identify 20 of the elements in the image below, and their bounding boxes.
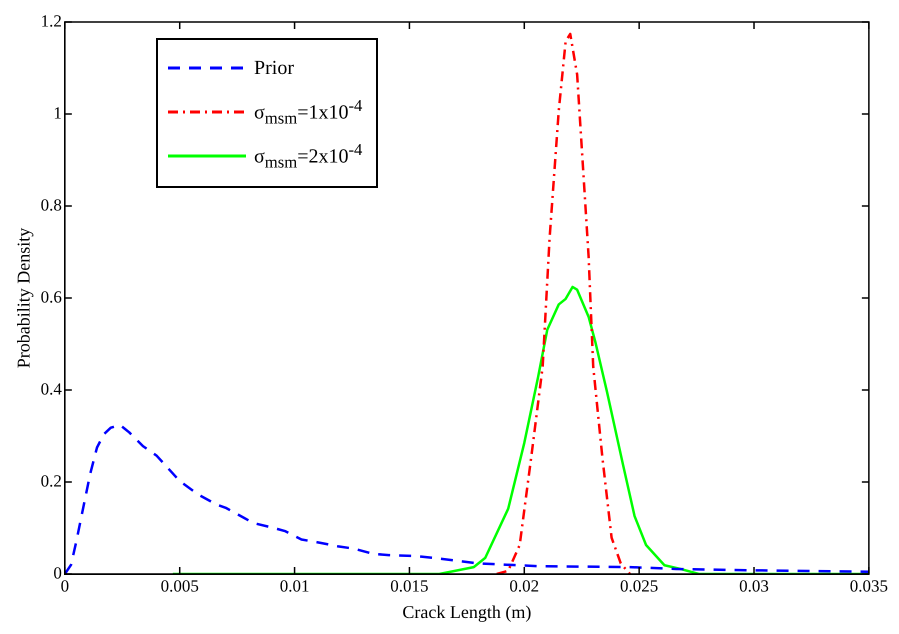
x-tick-label: 0.005	[160, 576, 199, 596]
y-tick-label: 0.8	[40, 195, 62, 214]
legend-label: Prior	[254, 56, 294, 80]
x-tick-label: 0.025	[620, 576, 658, 596]
y-axis-title: Probability Density	[14, 228, 34, 368]
y-tick-label: 0.6	[40, 287, 62, 306]
y-tick-label: 0	[53, 563, 62, 582]
x-tick-label: 0.015	[390, 576, 429, 596]
y-tick-label: 1.2	[40, 11, 62, 30]
legend-label: σ$_{msm}$=1x10$^{-4}$	[254, 96, 362, 128]
y-tick-label: 0.4	[40, 379, 62, 398]
x-axis-title: Crack Length (m)	[402, 602, 532, 622]
x-tick-label: 0.02	[509, 576, 540, 596]
x-tick-label: 0.01	[280, 576, 310, 596]
x-tick-label: 0.035	[850, 576, 888, 596]
legend-label: σ$_{msm}$=2x10$^{-4}$	[254, 140, 362, 172]
x-tick-label: 0.03	[739, 576, 769, 596]
y-tick-label: 1	[53, 103, 62, 122]
y-tick-label: 0.2	[40, 471, 62, 490]
line-series	[495, 32, 632, 574]
